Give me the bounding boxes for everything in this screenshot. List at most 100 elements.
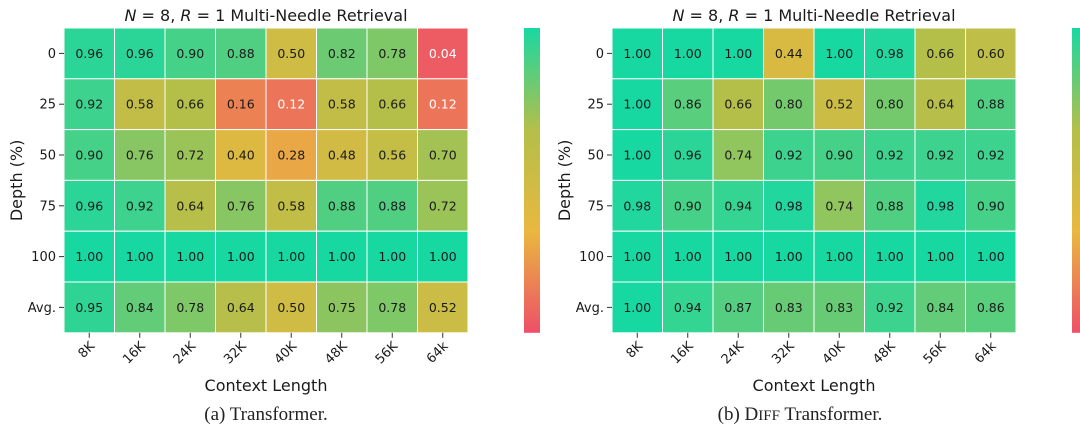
cell-value-label: 0.74 bbox=[825, 198, 853, 213]
heatmap-cell bbox=[164, 281, 216, 334]
cell-value-label: 0.12 bbox=[277, 97, 305, 112]
cell-value-label: 0.88 bbox=[328, 198, 356, 213]
cell-value-label: 0.88 bbox=[378, 198, 406, 213]
cell-value-label: 0.87 bbox=[724, 300, 752, 315]
y-tick-label: 50 bbox=[587, 149, 604, 164]
heatmap-cell bbox=[265, 230, 317, 283]
cell-value-label: 0.52 bbox=[429, 300, 457, 315]
heatmap-cell bbox=[712, 281, 764, 334]
cell-value-label: 0.98 bbox=[623, 198, 651, 213]
heatmap-cell bbox=[864, 78, 916, 131]
heatmap-cell bbox=[215, 179, 267, 232]
heatmap-cell bbox=[864, 129, 916, 181]
cell-value-label: 0.40 bbox=[227, 148, 255, 163]
heatmap-cell bbox=[611, 129, 663, 181]
cell-value-label: 1.00 bbox=[623, 97, 651, 112]
y-tick-label: 25 bbox=[39, 98, 56, 113]
cell-value-label: 0.92 bbox=[775, 148, 803, 163]
x-tick-label: 56K bbox=[921, 339, 950, 368]
heatmap-cell bbox=[712, 78, 764, 131]
y-tick-label: 25 bbox=[587, 98, 604, 113]
y-tick-label: 100 bbox=[579, 250, 604, 265]
cell-value-label: 0.76 bbox=[227, 198, 255, 213]
cell-value-label: 1.00 bbox=[126, 249, 154, 264]
x-tick-label: 64k bbox=[424, 339, 452, 367]
heatmap-cell bbox=[316, 281, 368, 334]
cell-value-label: 1.00 bbox=[674, 249, 702, 264]
heatmap-cell bbox=[316, 78, 368, 131]
cell-value-label: 1.00 bbox=[328, 249, 356, 264]
cell-value-label: 0.70 bbox=[429, 148, 457, 163]
heatmap-cell bbox=[813, 179, 865, 232]
heatmap-cell bbox=[417, 78, 469, 131]
heatmap-cell bbox=[417, 129, 469, 181]
heatmap-cell bbox=[316, 129, 368, 181]
chart-title: N = 8, R = 1 Multi-Needle Retrieval bbox=[672, 6, 955, 25]
heatmap-cell bbox=[164, 27, 216, 80]
cell-value-label: 0.58 bbox=[126, 97, 154, 112]
cell-value-label: 0.84 bbox=[126, 300, 154, 315]
cell-value-label: 0.92 bbox=[126, 198, 154, 213]
x-tick-label: 16K bbox=[668, 339, 697, 368]
cell-value-label: 0.72 bbox=[429, 198, 457, 213]
cell-value-label: 0.88 bbox=[227, 46, 255, 61]
cell-value-label: 0.90 bbox=[825, 148, 853, 163]
heatmap-cell bbox=[662, 281, 714, 334]
x-tick-label: 48K bbox=[322, 339, 351, 368]
cell-value-label: 1.00 bbox=[75, 249, 103, 264]
cell-value-label: 0.28 bbox=[277, 148, 305, 163]
cell-value-label: 0.96 bbox=[75, 198, 103, 213]
x-tick-label: 32K bbox=[769, 339, 798, 368]
heatmap-cell bbox=[914, 281, 966, 334]
heatmap-cell bbox=[662, 179, 714, 232]
heatmap-cell bbox=[864, 281, 916, 334]
cell-value-label: 0.60 bbox=[977, 46, 1005, 61]
x-tick-label: 40K bbox=[820, 339, 849, 368]
heatmap-cell bbox=[265, 179, 317, 232]
y-tick-label: Avg. bbox=[28, 301, 56, 316]
cell-value-label: 0.98 bbox=[775, 198, 803, 213]
cell-value-label: 0.66 bbox=[724, 97, 752, 112]
cell-value-label: 0.90 bbox=[674, 198, 702, 213]
heatmap-cell bbox=[662, 27, 714, 80]
y-tick-label: 75 bbox=[39, 199, 56, 214]
cell-value-label: 0.92 bbox=[876, 300, 904, 315]
cell-value-label: 0.94 bbox=[674, 300, 702, 315]
cell-value-label: 0.94 bbox=[724, 198, 752, 213]
cell-value-label: 1.00 bbox=[623, 300, 651, 315]
cell-value-label: 0.92 bbox=[876, 148, 904, 163]
heatmap-cell bbox=[417, 230, 469, 283]
cell-value-label: 0.86 bbox=[977, 300, 1005, 315]
x-tick-label: 24K bbox=[171, 339, 200, 368]
cell-value-label: 1.00 bbox=[724, 46, 752, 61]
cell-value-label: 0.66 bbox=[378, 97, 406, 112]
heatmap-cell bbox=[215, 230, 267, 283]
heatmap-cell bbox=[265, 129, 317, 181]
colorbar bbox=[524, 28, 540, 333]
heatmap-cell bbox=[965, 281, 1017, 334]
heatmap-cell bbox=[366, 281, 418, 334]
cell-value-label: 0.78 bbox=[176, 300, 204, 315]
cell-value-label: 0.90 bbox=[75, 148, 103, 163]
x-axis-label: Context Length bbox=[205, 376, 328, 395]
cell-value-label: 1.00 bbox=[623, 249, 651, 264]
heatmap-cell bbox=[215, 129, 267, 181]
cell-value-label: 0.80 bbox=[876, 97, 904, 112]
y-axis-label: Depth (%) bbox=[7, 140, 26, 222]
cell-value-label: 1.00 bbox=[825, 249, 853, 264]
cell-value-label: 1.00 bbox=[378, 249, 406, 264]
cell-value-label: 0.44 bbox=[775, 46, 803, 61]
cell-value-label: 0.98 bbox=[926, 198, 954, 213]
heatmap-cell bbox=[215, 78, 267, 131]
heatmap-cell bbox=[662, 129, 714, 181]
cell-value-label: 1.00 bbox=[926, 249, 954, 264]
x-tick-label: 48K bbox=[870, 339, 899, 368]
y-tick-label: Avg. bbox=[576, 301, 604, 316]
heatmap-cell bbox=[914, 78, 966, 131]
cell-value-label: 0.64 bbox=[926, 97, 954, 112]
cell-value-label: 0.95 bbox=[75, 300, 103, 315]
cell-value-label: 0.90 bbox=[176, 46, 204, 61]
heatmap-cell bbox=[114, 281, 166, 334]
heatmap-cell bbox=[864, 230, 916, 283]
cell-value-label: 0.83 bbox=[775, 300, 803, 315]
